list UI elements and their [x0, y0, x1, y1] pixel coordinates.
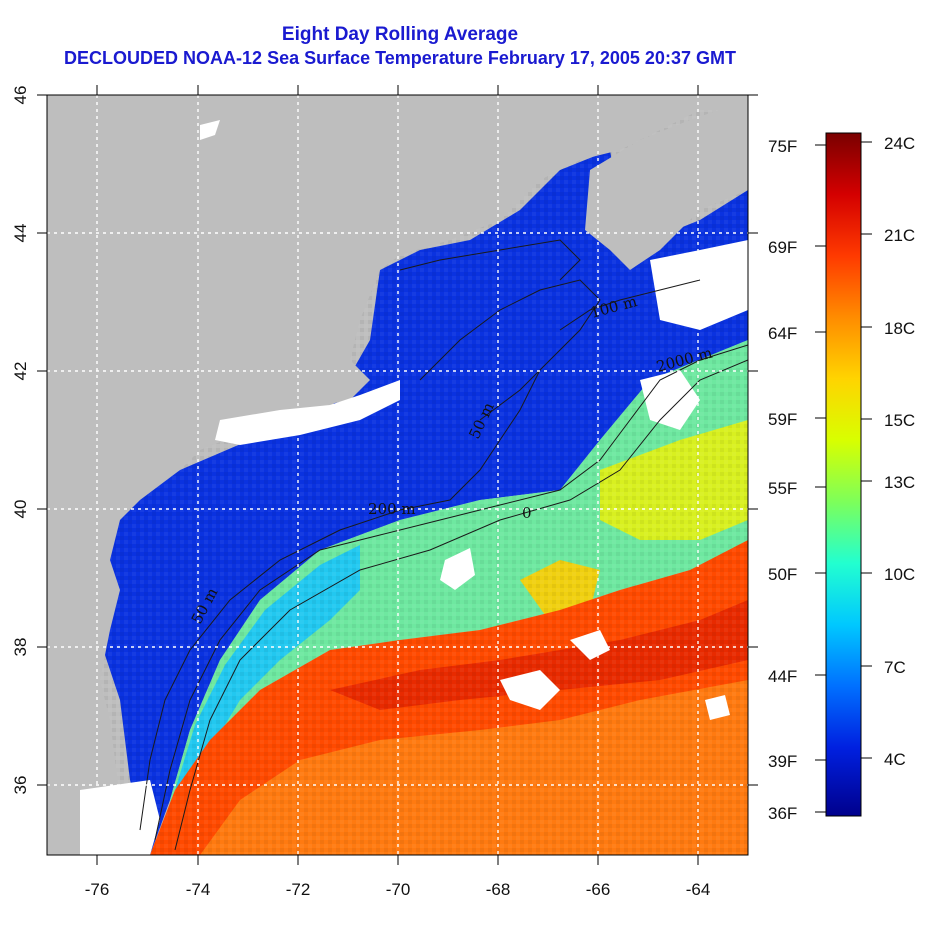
y-tick-label: 38	[11, 638, 30, 657]
cloud-offshore-1	[440, 548, 475, 590]
cloud-offshore-4	[570, 630, 610, 660]
y-tick-label: 46	[11, 86, 30, 105]
scale-label-fahrenheit: 59F	[768, 410, 797, 429]
contour-gulf-of-maine	[399, 239, 581, 281]
contour-label-zero: 0	[522, 504, 532, 522]
contour-100m	[559, 279, 701, 331]
x-tick-label: -76	[85, 880, 110, 899]
scale-label-fahrenheit: 50F	[768, 565, 797, 584]
scale-label-fahrenheit: 39F	[768, 752, 797, 771]
scale-label-celsius: 24C	[884, 134, 915, 153]
chart-title: Eight Day Rolling Average	[281, 24, 519, 45]
scale-label-celsius: 4C	[884, 750, 906, 769]
y-tick-label: 40	[11, 500, 30, 519]
scale-label-celsius: 10C	[884, 565, 915, 584]
contour-2000m	[174, 359, 748, 851]
contour-50m	[139, 369, 541, 831]
scale-label-fahrenheit: 64F	[768, 324, 797, 343]
scale-label-celsius: 13C	[884, 473, 915, 492]
scale-label-fahrenheit: 36F	[768, 804, 797, 823]
x-tick-label: -74	[186, 880, 211, 899]
color-scale-ticks	[815, 141, 872, 813]
color-scale-bar	[825, 132, 862, 817]
scale-label-fahrenheit: 55F	[768, 479, 797, 498]
chart-subtitle: DECLOUDED NOAA-12 Sea Surface Temperatur…	[64, 48, 736, 68]
scale-label-fahrenheit: 75F	[768, 137, 797, 156]
cloud-small-patch	[705, 695, 730, 720]
y-tick-label: 42	[11, 362, 30, 381]
x-tick-label: -64	[686, 880, 711, 899]
scale-label-celsius: 18C	[884, 319, 915, 338]
land-mid-atlantic	[47, 95, 748, 855]
cloud-cape-hatteras	[80, 780, 160, 855]
y-tick-label: 36	[11, 776, 30, 795]
x-tick-label: -72	[286, 880, 311, 899]
cloud-maine-interior	[200, 120, 220, 140]
cloud-offshore-3	[640, 370, 700, 430]
scale-label-celsius: 15C	[884, 411, 915, 430]
scale-label-fahrenheit: 44F	[768, 667, 797, 686]
map-layers: 50 m 200 m 100 m 2000 m 50 m 0	[47, 95, 748, 855]
scale-label-fahrenheit: 69F	[768, 238, 797, 257]
cloud-offshore-2	[500, 670, 560, 710]
x-tick-label: -66	[586, 880, 611, 899]
scale-label-celsius: 21C	[884, 226, 915, 245]
bathymetry-contours	[139, 239, 748, 851]
land-nova-scotia	[585, 100, 748, 270]
x-axis-ticks	[96, 85, 699, 865]
cloud-nova-scotia	[650, 240, 748, 330]
graticule	[47, 95, 748, 855]
cloud-long-island	[215, 380, 400, 445]
x-tick-label: -68	[486, 880, 511, 899]
y-tick-label: 44	[11, 224, 30, 243]
scale-label-celsius: 7C	[884, 658, 906, 677]
contour-label-200m: 200 m	[368, 500, 416, 518]
y-axis-ticks	[37, 94, 758, 786]
contour-inner	[419, 279, 601, 421]
contour-200m	[154, 344, 748, 841]
x-tick-label: -70	[386, 880, 411, 899]
